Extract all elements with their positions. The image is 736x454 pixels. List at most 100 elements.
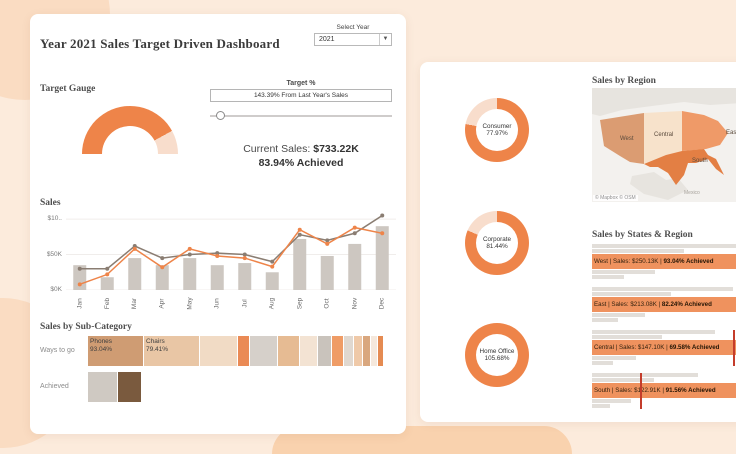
region-row-central[interactable]: Central | Sales: $147.10K | 69.58% Achie… [592, 330, 736, 366]
treemap-row-label-0: Ways to go [40, 347, 75, 354]
treemap-segment[interactable] [344, 336, 354, 366]
region-row-east[interactable]: East | Sales: $213.08K | 82.24% Achieved [592, 287, 736, 323]
state-bar[interactable] [592, 287, 733, 291]
sales-chart-svg[interactable] [66, 212, 396, 290]
sales-bar-Jul[interactable] [238, 263, 252, 290]
treemap-segment[interactable] [200, 336, 238, 366]
sales-bar-Mar[interactable] [128, 258, 142, 290]
section-title-sales: Sales [40, 198, 61, 208]
state-bar[interactable] [592, 399, 631, 403]
sales-marker[interactable] [77, 266, 82, 271]
sales-marker[interactable] [380, 213, 385, 218]
donut-home-office[interactable]: Home Office 105.68% [465, 323, 529, 387]
state-bar[interactable] [592, 270, 656, 274]
sales-marker[interactable] [132, 246, 137, 251]
region-bar[interactable]: South | Sales: $122.91K | 91.56% Achieve… [592, 383, 736, 398]
sales-marker[interactable] [297, 232, 302, 237]
treemap-segment[interactable] [88, 372, 118, 402]
donut-corporate[interactable]: Corporate 81.44% [465, 211, 529, 275]
sales-marker[interactable] [132, 244, 137, 249]
sales-marker[interactable] [297, 227, 302, 232]
sales-bar-Apr[interactable] [155, 265, 169, 290]
region-map[interactable]: West Central South East Mexico © Mapbox … [592, 88, 736, 202]
treemap-segment[interactable] [250, 336, 278, 366]
sales-marker[interactable] [160, 256, 165, 261]
sales-marker[interactable] [325, 241, 330, 246]
map-region-central[interactable] [644, 111, 682, 164]
treemap-segment[interactable] [354, 336, 363, 366]
sales-marker[interactable] [105, 266, 110, 271]
target-gauge[interactable] [82, 106, 178, 154]
state-bar[interactable] [592, 330, 716, 334]
state-bar[interactable] [592, 313, 645, 317]
state-bar[interactable] [592, 335, 663, 339]
state-bar[interactable] [592, 292, 672, 296]
slider-handle[interactable] [216, 111, 225, 120]
current-sales-line: Current Sales: $733.22K [243, 143, 359, 155]
state-bar[interactable] [592, 404, 610, 408]
month-label-feb: Feb [103, 297, 111, 310]
sales-marker[interactable] [77, 282, 82, 287]
state-bar[interactable] [592, 249, 684, 253]
select-year-dropdown[interactable]: 2021 ▼ [314, 33, 392, 46]
sales-marker[interactable] [160, 265, 165, 270]
sales-marker[interactable] [380, 231, 385, 236]
sales-bar-Sep[interactable] [293, 238, 307, 290]
sales-marker[interactable] [215, 253, 220, 258]
sales-bar-Nov[interactable] [348, 243, 362, 290]
sales-marker[interactable] [325, 238, 330, 243]
region-bar[interactable]: Central | Sales: $147.10K | 69.58% Achie… [592, 340, 736, 355]
treemap-segment[interactable] [238, 336, 250, 366]
map-region-west[interactable] [600, 113, 644, 164]
treemap-segment-chairs[interactable]: Chairs 79.41% [144, 336, 200, 366]
treemap-segment[interactable] [371, 336, 378, 366]
sales-bar-Oct[interactable] [320, 255, 334, 290]
treemap-segment[interactable] [318, 336, 332, 366]
treemap-segment[interactable] [363, 336, 371, 366]
region-bar[interactable]: East | Sales: $213.08K | 82.24% Achieved [592, 297, 736, 312]
slider-track[interactable] [210, 115, 392, 117]
donut-consumer[interactable]: Consumer 77.97% [465, 98, 529, 162]
sales-marker[interactable] [352, 225, 357, 230]
month-label-jul: Jul [241, 299, 249, 308]
state-bar[interactable] [592, 318, 619, 322]
select-year-widget: Select Year 2021 ▼ [314, 24, 392, 46]
sales-bar-Dec[interactable] [375, 226, 389, 290]
map-label-east: East [726, 130, 736, 136]
target-pct-slider[interactable] [210, 111, 392, 121]
month-label-nov: Nov [351, 297, 359, 310]
treemap-segment[interactable] [278, 336, 300, 366]
state-bar[interactable] [592, 356, 636, 360]
sales-marker[interactable] [352, 231, 357, 236]
map-label-south: South [692, 158, 708, 164]
sales-bar-May[interactable] [183, 258, 197, 290]
state-bar[interactable] [592, 244, 736, 248]
sales-marker[interactable] [270, 264, 275, 269]
state-bar[interactable] [592, 275, 624, 279]
sales-marker[interactable] [242, 252, 247, 257]
treemap-segment[interactable] [378, 336, 384, 366]
region-row-south[interactable]: South | Sales: $122.91K | 91.56% Achieve… [592, 373, 736, 409]
sales-marker[interactable] [105, 272, 110, 277]
sales-bar-Jun[interactable] [210, 265, 224, 290]
sales-marker[interactable] [187, 246, 192, 251]
treemap-segment[interactable] [332, 336, 344, 366]
sales-marker[interactable] [270, 259, 275, 264]
sales-marker[interactable] [187, 252, 192, 257]
chevron-down-icon[interactable]: ▼ [379, 34, 391, 45]
region-row-west[interactable]: West | Sales: $250.13K | 93.04% Achieved [592, 244, 736, 280]
state-bar[interactable] [592, 373, 698, 377]
map-region-east[interactable] [682, 111, 728, 151]
sales-bar-Aug[interactable] [265, 272, 279, 290]
sales-marker[interactable] [242, 256, 247, 261]
sales-bar-Feb[interactable] [100, 277, 114, 290]
region-bar[interactable]: West | Sales: $250.13K | 93.04% Achieved [592, 254, 736, 269]
map-svg[interactable]: West Central South East Mexico [592, 88, 736, 202]
treemap-segment-phones[interactable]: Phones 93.04% [88, 336, 144, 366]
sales-marker[interactable] [215, 251, 220, 256]
treemap-segment[interactable] [300, 336, 318, 366]
treemap-segment[interactable] [118, 372, 142, 402]
state-bar[interactable] [592, 378, 654, 382]
map-region-south[interactable] [644, 149, 724, 185]
state-bar[interactable] [592, 361, 614, 365]
